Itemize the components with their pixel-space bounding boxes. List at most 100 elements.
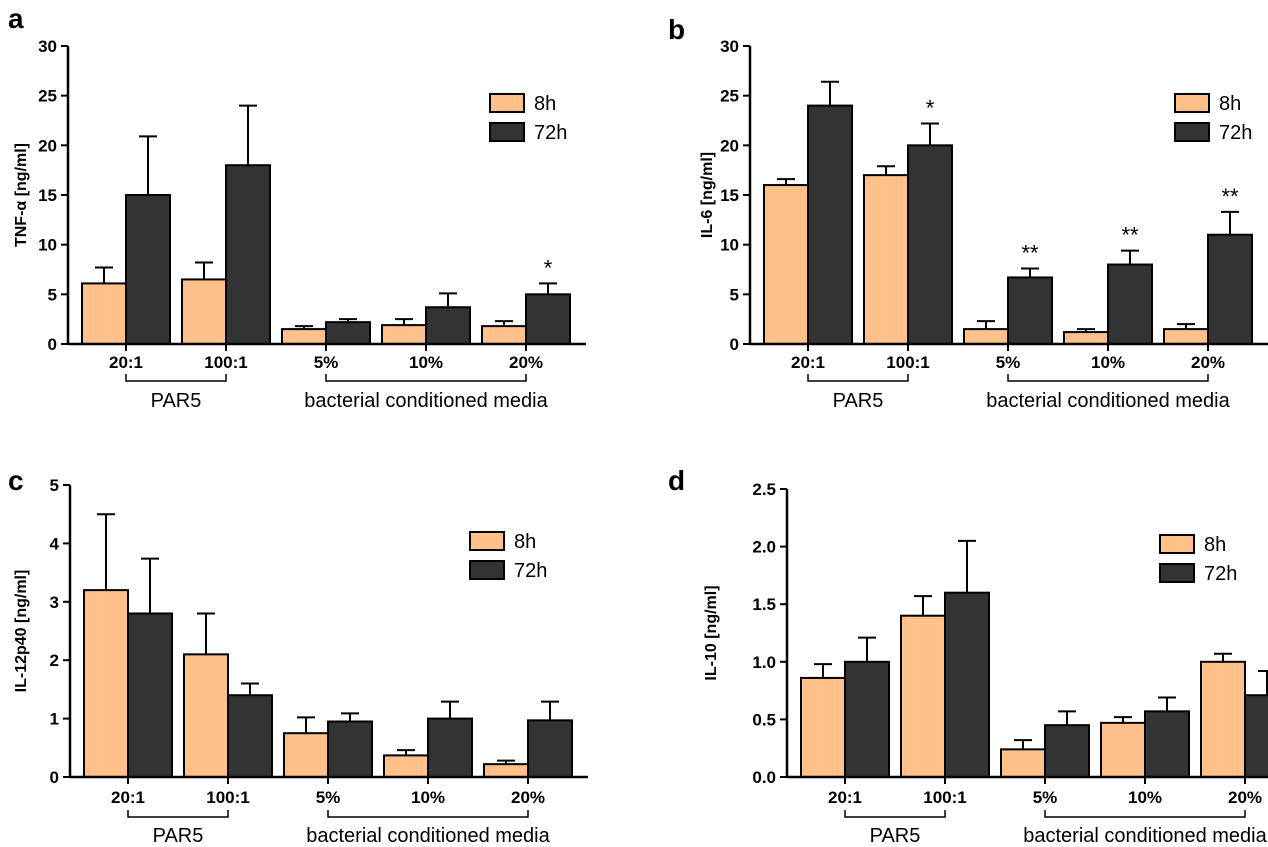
category-label: 20% — [1191, 353, 1225, 372]
panel-d: d 20:1 100:1 5% 10% 20% 0.0 0.5 1.0 1.5 2.0 2.5 IL-1… — [668, 465, 1268, 847]
bar-72h-10% — [427, 717, 473, 778]
legend-label-8h: 8h — [534, 93, 556, 115]
category-label: 10% — [411, 788, 445, 807]
bar-72h-20:1 — [127, 612, 173, 778]
category-label: 5% — [1033, 788, 1058, 807]
y-tick-label: 10 — [38, 236, 57, 255]
bar-72h-20% — [1207, 233, 1253, 346]
legend-label-8h: 8h — [1219, 93, 1241, 115]
bar-72h-20% — [527, 719, 573, 778]
bar-8h-10% — [1063, 331, 1109, 345]
panel-letter: d — [668, 465, 685, 496]
bar-8h-10% — [383, 754, 429, 779]
y-tick-label: 0 — [50, 768, 59, 787]
y-tick-label: 30 — [720, 37, 739, 56]
category-label: 5% — [996, 353, 1021, 372]
category-label: 10% — [409, 353, 443, 372]
bar-8h-100:1 — [183, 653, 229, 778]
bar-72h-100:1 — [907, 144, 953, 345]
group-label-par5: PAR5 — [870, 825, 921, 847]
category-label: 100:1 — [886, 353, 929, 372]
legend-label-72h: 72h — [1204, 563, 1237, 585]
legend-swatch-72h — [1174, 122, 1210, 142]
bar-8h-5% — [281, 328, 327, 346]
y-tick-label: 5 — [48, 285, 57, 304]
significance-marker: ** — [1221, 184, 1239, 209]
group-bracket-media — [1007, 374, 1209, 382]
y-tick-label: 5 — [50, 476, 59, 495]
group-bracket-par5 — [127, 810, 229, 818]
bar-8h-100:1 — [900, 614, 946, 778]
bar-8h-20% — [1200, 660, 1246, 778]
bar-72h-10% — [1107, 263, 1153, 345]
panel-letter: b — [668, 14, 685, 45]
category-label: 20:1 — [828, 788, 862, 807]
group-bracket-media — [1044, 810, 1246, 818]
y-tick-label: 2.0 — [752, 538, 776, 557]
bar-72h-20:1 — [807, 104, 853, 345]
significance-marker: ** — [1121, 223, 1139, 248]
significance-marker: ** — [1021, 241, 1039, 266]
group-label-media: bacterial conditioned media — [304, 390, 548, 412]
bar-72h-20% — [525, 293, 571, 346]
group-bracket-par5 — [807, 374, 909, 382]
category-label: 100:1 — [204, 353, 247, 372]
category-label: 10% — [1091, 353, 1125, 372]
bar-8h-10% — [1100, 721, 1146, 779]
y-tick-label: 25 — [38, 87, 57, 106]
group-label-media: bacterial conditioned media — [1023, 825, 1267, 847]
bar-72h-5% — [325, 321, 371, 345]
legend-label-72h: 72h — [534, 122, 567, 144]
legend-swatch-8h — [489, 93, 525, 113]
y-tick-label: 2 — [50, 651, 59, 670]
y-tick-label: 4 — [50, 534, 60, 553]
legend-label-72h: 72h — [514, 560, 547, 582]
category-label: 20% — [509, 353, 543, 372]
y-tick-label: 3 — [50, 593, 59, 612]
group-label-media: bacterial conditioned media — [986, 390, 1230, 412]
legend-swatch-8h — [1174, 93, 1210, 113]
legend-swatch-72h — [469, 560, 505, 580]
y-tick-label: 1.5 — [752, 595, 776, 614]
category-label: 5% — [316, 788, 341, 807]
y-tick-label: 1.0 — [752, 653, 776, 672]
bar-72h-10% — [1144, 710, 1190, 778]
legend-swatch-8h — [469, 531, 505, 551]
y-tick-label: 25 — [720, 87, 739, 106]
y-axis-label: IL-10 [ng/ml] — [703, 585, 720, 680]
bar-8h-20:1 — [800, 676, 846, 778]
panel-c: c 20:1 100:1 5% 10% 20% 0 1 2 3 4 5 IL-12p40 [ng/ml]… — [8, 465, 588, 847]
bar-8h-100:1 — [181, 278, 227, 345]
y-tick-label: 30 — [38, 37, 57, 56]
bar-8h-20:1 — [81, 282, 127, 346]
category-label: 5% — [314, 353, 339, 372]
panel-b: b20:1 100:1 5% 10% 20%*******051015202530IL-… — [668, 14, 1268, 412]
legend-swatch-72h — [1159, 563, 1195, 583]
bar-8h-5% — [963, 328, 1009, 346]
bar-72h-100:1 — [225, 164, 271, 345]
bar-72h-10% — [425, 306, 471, 346]
bar-72h-5% — [1044, 724, 1090, 778]
y-tick-label: 10 — [720, 236, 739, 255]
panel-letter: a — [8, 3, 24, 34]
group-label-par5: PAR5 — [833, 390, 884, 412]
group-bracket-par5 — [125, 374, 227, 382]
significance-marker: * — [544, 255, 553, 280]
group-label-par5: PAR5 — [153, 825, 204, 847]
group-bracket-par5 — [844, 810, 946, 818]
y-tick-label: 0 — [730, 335, 739, 354]
group-bracket-media — [327, 810, 529, 818]
bar-8h-5% — [283, 732, 329, 779]
y-tick-label: 0.0 — [752, 768, 776, 787]
bar-72h-100:1 — [944, 591, 990, 778]
bar-72h-20% — [1244, 694, 1268, 779]
group-label-media: bacterial conditioned media — [306, 825, 550, 847]
bar-8h-20% — [481, 325, 527, 345]
y-tick-label: 5 — [730, 285, 739, 304]
bar-8h-100:1 — [863, 174, 909, 345]
category-label: 20% — [511, 788, 545, 807]
significance-marker: * — [926, 95, 935, 120]
legend-swatch-8h — [1159, 534, 1195, 554]
category-label: 100:1 — [923, 788, 966, 807]
